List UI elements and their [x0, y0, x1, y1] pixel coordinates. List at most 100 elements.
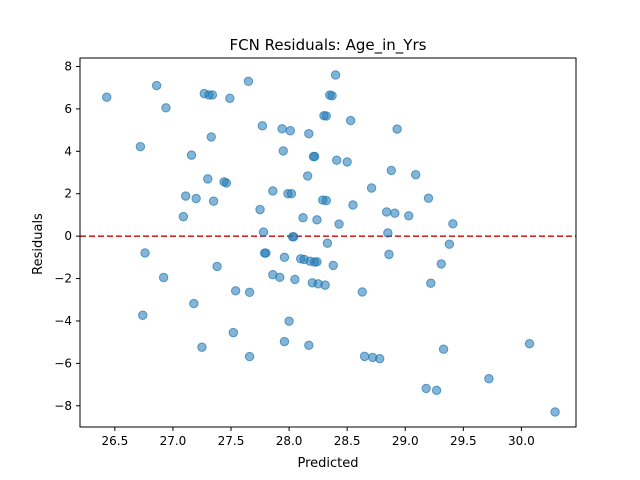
data-point: [255, 204, 265, 215]
data-point: [309, 151, 320, 162]
data-point: [357, 287, 367, 297]
data-point: [203, 174, 213, 184]
y-tick-label: 0: [64, 229, 72, 243]
data-point: [197, 342, 207, 352]
data-point: [404, 211, 414, 221]
y-axis-label: Residuals: [31, 213, 46, 275]
x-tick-label: 28.5: [334, 434, 361, 448]
data-point: [279, 252, 290, 263]
y-tick-label: 2: [64, 187, 72, 201]
data-point: [290, 274, 300, 285]
data-point: [191, 193, 201, 204]
data-point: [279, 336, 290, 347]
y-tick-label: −2: [54, 272, 72, 286]
x-tick-label: 27.0: [160, 434, 187, 448]
data-point: [181, 191, 191, 201]
data-point: [208, 196, 219, 206]
data-point: [330, 70, 341, 80]
x-axis: 26.5 27.0 27.5 28.0 28.5 29.0 29.5 30.0: [101, 427, 535, 448]
data-point: [321, 111, 331, 121]
data-point: [161, 103, 171, 113]
data-point: [386, 165, 397, 176]
y-axis: −8 −6 −4 −2 0 2 4 6 8: [54, 59, 80, 413]
data-point: [390, 208, 400, 218]
data-point: [444, 239, 455, 249]
data-point: [392, 124, 402, 134]
data-point: [421, 383, 431, 394]
data-point: [524, 338, 535, 349]
data-point: [151, 80, 162, 91]
data-point: [277, 124, 287, 134]
data-point: [332, 155, 342, 165]
data-point: [381, 207, 392, 217]
axes-frame: [79, 57, 577, 428]
x-tick-label: 29.0: [392, 434, 419, 448]
data-point: [225, 93, 235, 103]
data-point: [426, 278, 436, 288]
y-tick-label: 8: [64, 59, 72, 73]
data-point: [436, 259, 446, 269]
data-point: [327, 91, 337, 101]
x-axis-label: Predicted: [297, 456, 358, 471]
data-point: [189, 298, 199, 309]
scatter-points: [102, 70, 560, 417]
data-point: [484, 373, 494, 384]
data-point: [334, 219, 344, 229]
data-point: [550, 407, 560, 417]
data-point: [285, 126, 295, 136]
data-point: [212, 261, 222, 272]
data-point: [207, 90, 218, 100]
data-point: [321, 195, 331, 206]
y-tick-label: 6: [64, 102, 72, 116]
data-point: [102, 92, 112, 102]
data-point: [448, 219, 458, 229]
y-tick-label: −4: [54, 314, 72, 328]
data-point: [298, 212, 308, 223]
data-point: [275, 272, 285, 282]
data-point: [286, 189, 297, 199]
y-tick-label: 4: [64, 144, 72, 158]
data-point: [258, 227, 269, 237]
data-point: [328, 260, 338, 271]
data-point: [206, 132, 216, 142]
plot-area: [79, 57, 577, 428]
data-point: [284, 316, 294, 326]
data-point: [135, 141, 146, 152]
x-tick-label: 26.5: [101, 434, 128, 448]
data-point: [431, 385, 442, 396]
chart-title: FCN Residuals: Age_in_Yrs: [230, 36, 427, 55]
data-point: [304, 340, 314, 351]
data-point: [322, 238, 333, 248]
data-point: [320, 280, 330, 290]
data-point: [384, 249, 394, 260]
data-point: [140, 248, 150, 258]
data-point: [345, 115, 356, 126]
data-point: [257, 121, 268, 131]
data-point: [261, 248, 271, 258]
data-point: [366, 183, 377, 193]
data-point: [342, 157, 352, 167]
data-point: [221, 178, 232, 188]
x-tick-label: 29.5: [450, 434, 477, 448]
y-tick-label: −8: [54, 399, 72, 413]
data-point: [423, 193, 434, 203]
x-tick-label: 28.0: [276, 434, 303, 448]
data-point: [138, 310, 148, 320]
data-point: [230, 286, 241, 296]
y-tick-label: −6: [54, 356, 72, 370]
data-point: [374, 354, 385, 364]
data-point: [244, 351, 255, 362]
data-point: [359, 351, 370, 362]
data-point: [289, 232, 299, 242]
data-point: [186, 150, 197, 160]
data-point: [312, 257, 322, 267]
data-point: [244, 287, 255, 298]
x-tick-label: 27.5: [218, 434, 245, 448]
data-point: [438, 344, 449, 354]
data-point: [312, 215, 322, 225]
data-point: [158, 272, 169, 283]
data-point: [411, 169, 421, 180]
data-point: [302, 171, 313, 181]
